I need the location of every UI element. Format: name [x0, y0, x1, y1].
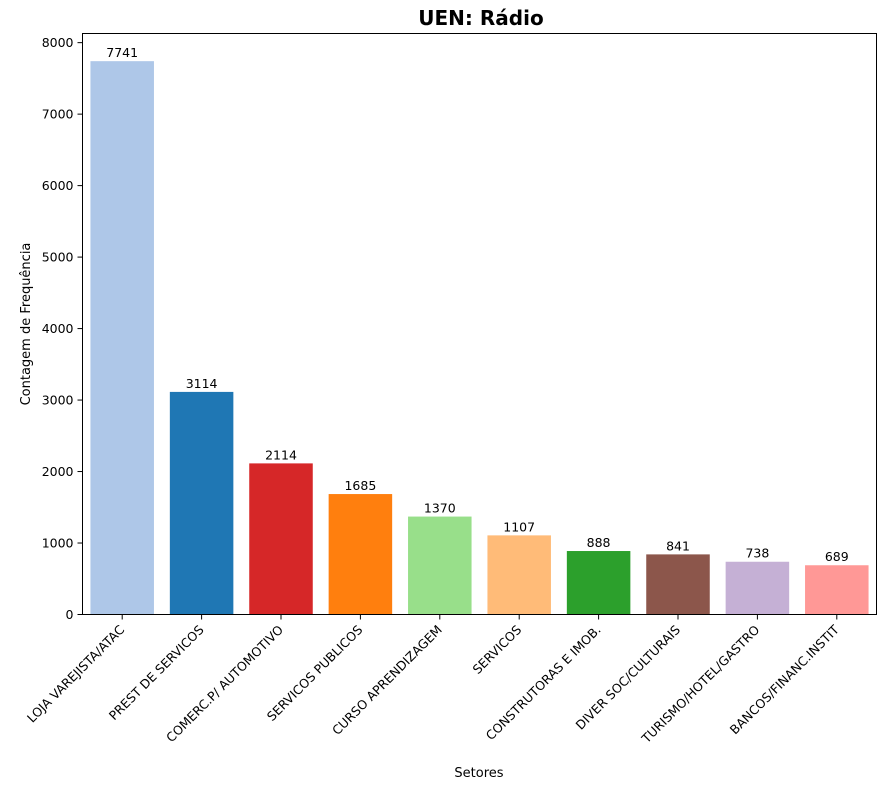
bar: [328, 494, 393, 615]
bar-value-label: 689: [825, 549, 849, 564]
bar: [566, 551, 631, 615]
bar: [408, 516, 472, 615]
bar-value-label: 1685: [344, 478, 376, 493]
bar-value-label: 7741: [106, 45, 138, 60]
y-tick-label: 4000: [42, 321, 74, 336]
y-tick-label: 2000: [42, 464, 74, 479]
y-tick-label: 8000: [42, 35, 74, 50]
bar-value-label: 841: [666, 538, 690, 553]
bar: [169, 391, 234, 615]
plot-frame: [82, 33, 877, 615]
y-tick-label: 3000: [42, 393, 74, 408]
bar-value-label: 3114: [186, 376, 218, 391]
bar: [90, 61, 154, 615]
y-tick-label: 1000: [42, 536, 74, 551]
data-labels: 7741 3114 2114 1685 1370 1107 888 841 738 689: [106, 45, 848, 564]
bar: [487, 535, 551, 615]
bars: [90, 61, 869, 615]
chart-title: UEN: Rádio: [418, 6, 543, 30]
y-tick-label: 0: [66, 607, 74, 622]
bar-value-label: 738: [745, 546, 769, 561]
y-tick-label: 5000: [42, 250, 74, 265]
bar: [725, 561, 790, 615]
y-tick-label: 6000: [42, 178, 74, 193]
y-axis-ticks: 0 1000 2000 3000 4000 5000 6000 7000 8000: [42, 35, 83, 622]
bar: [249, 463, 313, 615]
y-tick-label: 7000: [42, 107, 74, 122]
bar-value-label: 1370: [424, 501, 456, 516]
bar: [805, 565, 869, 615]
bar-value-label: 1107: [503, 519, 535, 534]
bar-value-label: 2114: [265, 447, 297, 462]
bar-value-label: 888: [587, 535, 611, 550]
bar: [646, 554, 710, 615]
x-axis-label: Setores: [454, 766, 503, 781]
y-axis-label: Contagem de Frequência: [19, 243, 34, 406]
